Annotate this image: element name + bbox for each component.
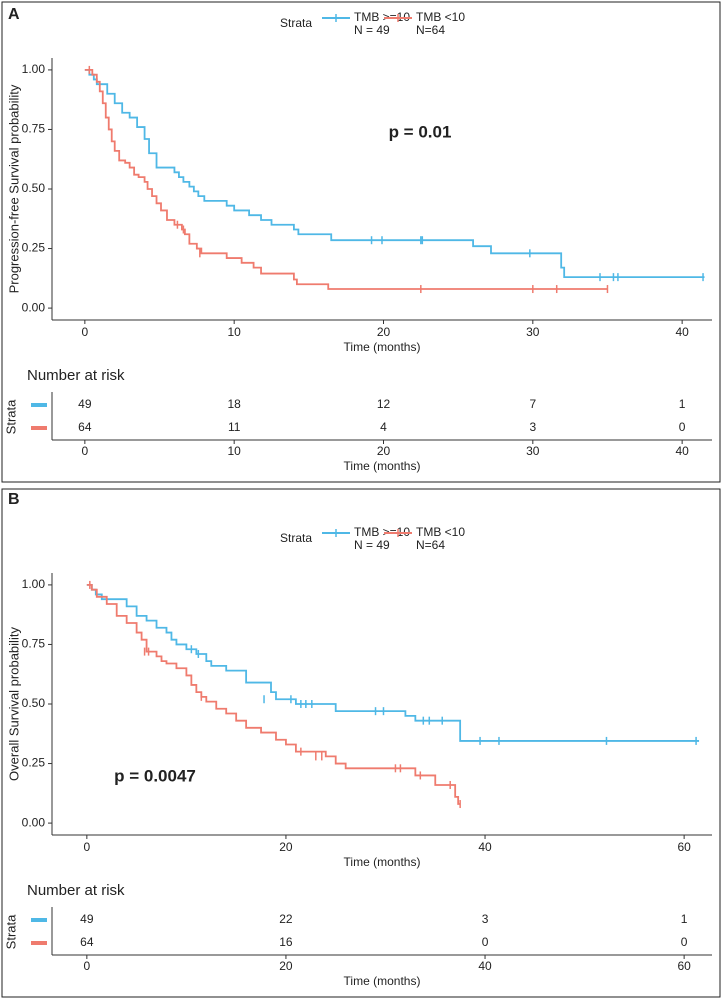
- risk-count: 16: [279, 935, 293, 949]
- p-value: p = 0.0047: [114, 766, 196, 785]
- x-tick-label: 60: [677, 840, 691, 854]
- risk-count: 64: [80, 935, 94, 949]
- table-x-tick-label: 30: [526, 444, 540, 458]
- risk-count: 1: [681, 912, 688, 926]
- risk-count: 64: [78, 420, 92, 434]
- table-x-tick-label: 60: [677, 959, 691, 973]
- x-axis-title: Time (months): [344, 855, 421, 869]
- survival-curve: [84, 69, 705, 279]
- risk-count: 0: [679, 420, 686, 434]
- x-tick-label: 20: [377, 325, 391, 339]
- table-x-tick-label: 20: [377, 444, 391, 458]
- table-x-title: Time (months): [344, 974, 421, 988]
- table-x-title: Time (months): [344, 459, 421, 473]
- risk-count: 4: [380, 420, 387, 434]
- y-tick-label: 0.50: [22, 696, 46, 710]
- x-tick-label: 10: [227, 325, 241, 339]
- risk-count: 0: [681, 935, 688, 949]
- panel-label: B: [8, 491, 20, 508]
- legend-n: N = 49: [354, 23, 390, 37]
- p-value: p = 0.01: [389, 122, 452, 141]
- risk-title: Number at risk: [27, 882, 125, 899]
- strata-label: Strata: [3, 914, 18, 949]
- x-axis-title: Time (months): [344, 340, 421, 354]
- risk-title: Number at risk: [27, 367, 125, 384]
- x-tick-label: 40: [675, 325, 689, 339]
- y-axis-title: Overall Survival probability: [6, 627, 21, 781]
- risk-count: 3: [482, 912, 489, 926]
- risk-count: 7: [529, 397, 536, 411]
- table-x-tick-label: 20: [279, 959, 293, 973]
- x-tick-label: 20: [279, 840, 293, 854]
- legend-label: TMB <10: [416, 10, 465, 24]
- x-tick-label: 30: [526, 325, 540, 339]
- y-tick-label: 0.50: [22, 181, 46, 195]
- legend-n: N=64: [416, 23, 445, 37]
- y-tick-label: 1.00: [22, 577, 46, 591]
- survival-curve: [84, 69, 608, 290]
- risk-count: 22: [279, 912, 293, 926]
- table-x-tick-label: 40: [675, 444, 689, 458]
- y-tick-label: 0.25: [22, 756, 46, 770]
- legend-label: TMB >=10: [354, 10, 410, 24]
- y-tick-label: 0.75: [22, 122, 46, 136]
- legend-n: N = 49: [354, 538, 390, 552]
- legend-label: TMB >=10: [354, 525, 410, 539]
- y-tick-label: 0.25: [22, 241, 46, 255]
- y-tick-label: 0.75: [22, 637, 46, 651]
- table-x-tick-label: 0: [83, 959, 90, 973]
- y-axis-title: Progression-free Survival probability: [6, 84, 21, 293]
- x-tick-label: 40: [478, 840, 492, 854]
- legend-label: TMB <10: [416, 525, 465, 539]
- strata-label: Strata: [3, 399, 18, 434]
- table-x-tick-label: 10: [227, 444, 241, 458]
- y-tick-label: 0.00: [22, 300, 46, 314]
- risk-count: 0: [482, 935, 489, 949]
- legend-n: N=64: [416, 538, 445, 552]
- x-tick-label: 0: [82, 325, 89, 339]
- risk-count: 1: [679, 397, 686, 411]
- legend-title: Strata: [280, 16, 312, 30]
- survival-curve: [86, 584, 461, 805]
- risk-count: 49: [80, 912, 94, 926]
- legend-title: Strata: [280, 531, 312, 545]
- risk-count: 12: [377, 397, 391, 411]
- panel-label: A: [8, 6, 20, 23]
- risk-count: 18: [227, 397, 241, 411]
- x-tick-label: 0: [83, 840, 90, 854]
- panel-frame: [1, 488, 721, 998]
- survival-curve: [86, 584, 700, 742]
- risk-count: 49: [78, 397, 92, 411]
- table-x-tick-label: 40: [478, 959, 492, 973]
- y-tick-label: 0.00: [22, 815, 46, 829]
- risk-count: 3: [529, 420, 536, 434]
- y-tick-label: 1.00: [22, 62, 46, 76]
- risk-count: 11: [228, 420, 241, 434]
- table-x-tick-label: 0: [82, 444, 89, 458]
- panel-frame: [1, 1, 721, 483]
